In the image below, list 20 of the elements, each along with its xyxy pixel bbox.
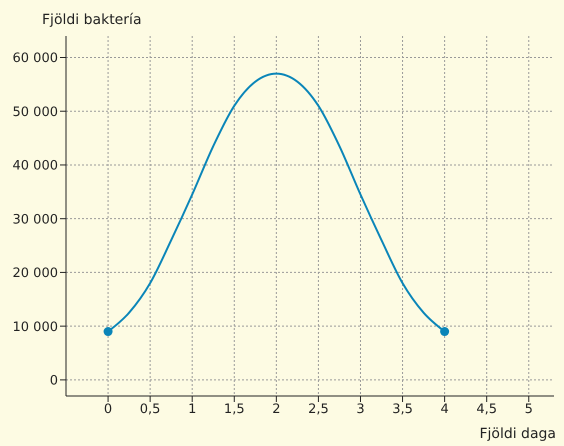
x-tick-label: 0: [104, 402, 112, 418]
x-tick-label: 1: [188, 402, 196, 418]
y-tick-label: 50 000: [12, 104, 58, 120]
x-tick-label: 3: [356, 402, 365, 418]
y-tick-label: 30 000: [12, 212, 58, 228]
x-axis-title: Fjöldi daga: [479, 426, 556, 442]
x-tick-label: 0,5: [140, 402, 160, 418]
x-tick-label: 1,5: [224, 402, 245, 418]
y-tick-label: 10 000: [12, 320, 58, 335]
y-axis-title: Fjöldi baktería: [42, 12, 142, 28]
y-tick-label: 60 000: [12, 51, 58, 66]
y-tick-label: 0: [50, 373, 58, 388]
x-tick-label: 4,5: [476, 402, 498, 418]
x-tick-label: 2: [272, 402, 280, 418]
x-tick-label: 2,5: [308, 402, 329, 418]
y-tick-label: 20 000: [12, 266, 58, 282]
x-tick-label: 5: [524, 402, 533, 418]
x-tick-label: 3,5: [392, 402, 413, 418]
x-tick-label: 4: [440, 402, 449, 418]
y-tick-label: 40 000: [12, 158, 58, 174]
